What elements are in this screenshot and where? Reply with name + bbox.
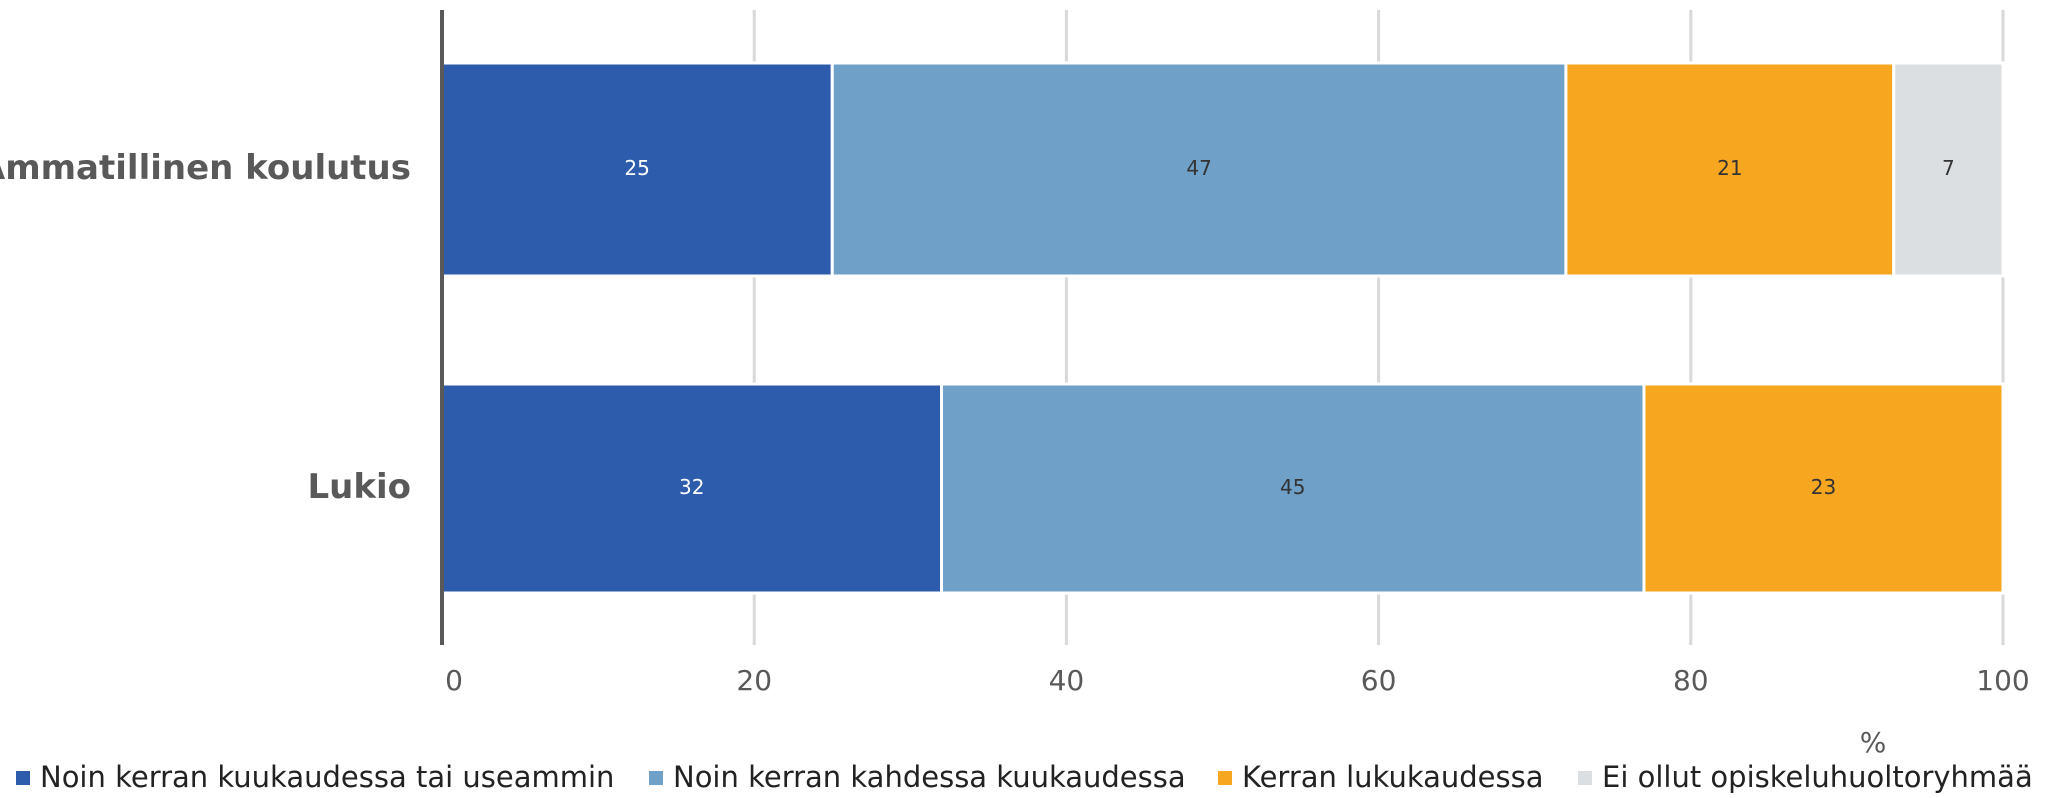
bar-segment — [440, 61, 834, 278]
category-label: Lukio — [308, 467, 412, 507]
x-tick-label: 20 — [736, 664, 772, 697]
x-tick-label: 100 — [1976, 664, 2029, 697]
bar-segment — [1892, 61, 2005, 278]
data-label: 7 — [1942, 156, 1955, 180]
bar-segment — [1642, 382, 2005, 595]
legend-label: Ei ollut opiskeluhuoltoryhmää — [1602, 760, 2033, 794]
legend-label: Noin kerran kuukaudessa tai useammin — [40, 760, 614, 794]
bar-segment — [940, 382, 1646, 595]
legend-swatch — [649, 771, 663, 785]
legend-label: Noin kerran kahdessa kuukaudessa — [673, 760, 1186, 794]
legend-swatch — [16, 771, 30, 785]
data-label: 32 — [679, 475, 704, 499]
bar-segment — [1564, 61, 1896, 278]
legend-swatch — [1578, 771, 1592, 785]
x-tick-label: 60 — [1361, 664, 1397, 697]
data-label: 21 — [1717, 156, 1742, 180]
legend-label: Kerran lukukaudessa — [1242, 760, 1544, 794]
category-label: Ammatillinen koulutus — [0, 148, 411, 188]
data-label: 45 — [1280, 475, 1305, 499]
x-tick-label: 40 — [1049, 664, 1085, 697]
x-tick-label: 80 — [1673, 664, 1709, 697]
data-label: 23 — [1811, 475, 1836, 499]
bar-segment — [830, 61, 1568, 278]
data-label: 47 — [1186, 156, 1211, 180]
legend-swatch — [1218, 771, 1232, 785]
x-tick-label: 0 — [445, 664, 463, 697]
data-label: 25 — [624, 156, 649, 180]
bar-segment — [440, 382, 944, 595]
x-axis-label: % — [1860, 726, 1887, 759]
